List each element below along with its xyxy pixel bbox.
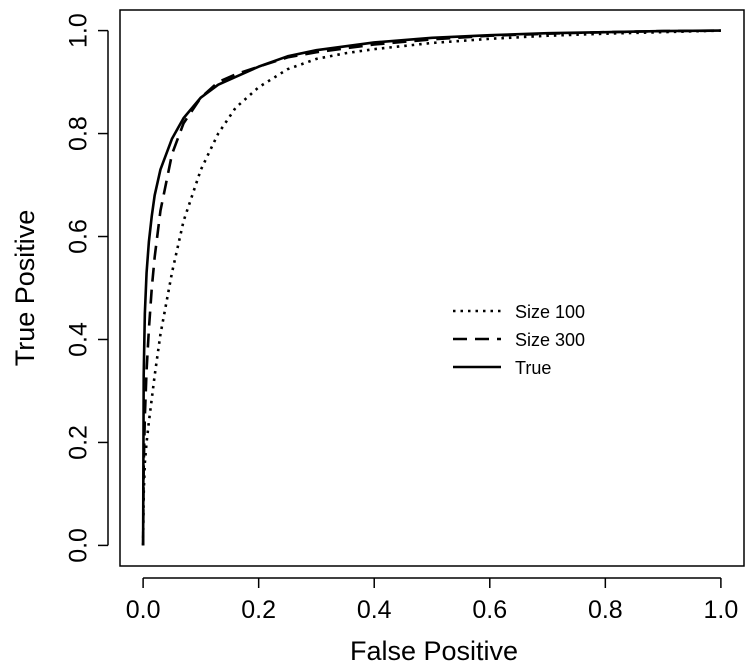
y-tick-label: 1.0 bbox=[65, 13, 93, 48]
x-axis-label: False Positive bbox=[350, 636, 518, 666]
legend-label: True bbox=[515, 358, 551, 378]
y-tick-label: 0.4 bbox=[65, 322, 93, 357]
x-tick-label: 0.6 bbox=[472, 596, 507, 624]
y-tick-label: 0.2 bbox=[65, 425, 93, 460]
x-tick-label: 0.8 bbox=[588, 596, 623, 624]
x-tick-label: 0.0 bbox=[126, 596, 161, 624]
series-line-size-100 bbox=[141, 29, 721, 546]
legend-label: Size 300 bbox=[515, 330, 585, 350]
x-tick-label: 1.0 bbox=[704, 596, 739, 624]
series-lines bbox=[141, 29, 721, 546]
x-tick-label: 0.2 bbox=[241, 596, 276, 624]
y-axis: 0.0 0.2 0.4 0.6 0.8 1.0 bbox=[65, 13, 109, 563]
y-tick-label: 0.0 bbox=[65, 528, 93, 563]
legend: Size 100 Size 300 True bbox=[453, 302, 585, 378]
x-tick-label: 0.4 bbox=[357, 596, 392, 624]
x-axis: 0.0 0.2 0.4 0.6 0.8 1.0 bbox=[126, 577, 739, 624]
y-tick-label: 0.8 bbox=[65, 116, 93, 151]
y-tick-label: 0.6 bbox=[65, 219, 93, 254]
legend-label: Size 100 bbox=[515, 302, 585, 322]
series-line-true bbox=[141, 29, 721, 546]
series-line-size-300 bbox=[141, 29, 721, 546]
plot-frame bbox=[119, 9, 745, 567]
y-axis-label: True Positive bbox=[10, 210, 40, 367]
